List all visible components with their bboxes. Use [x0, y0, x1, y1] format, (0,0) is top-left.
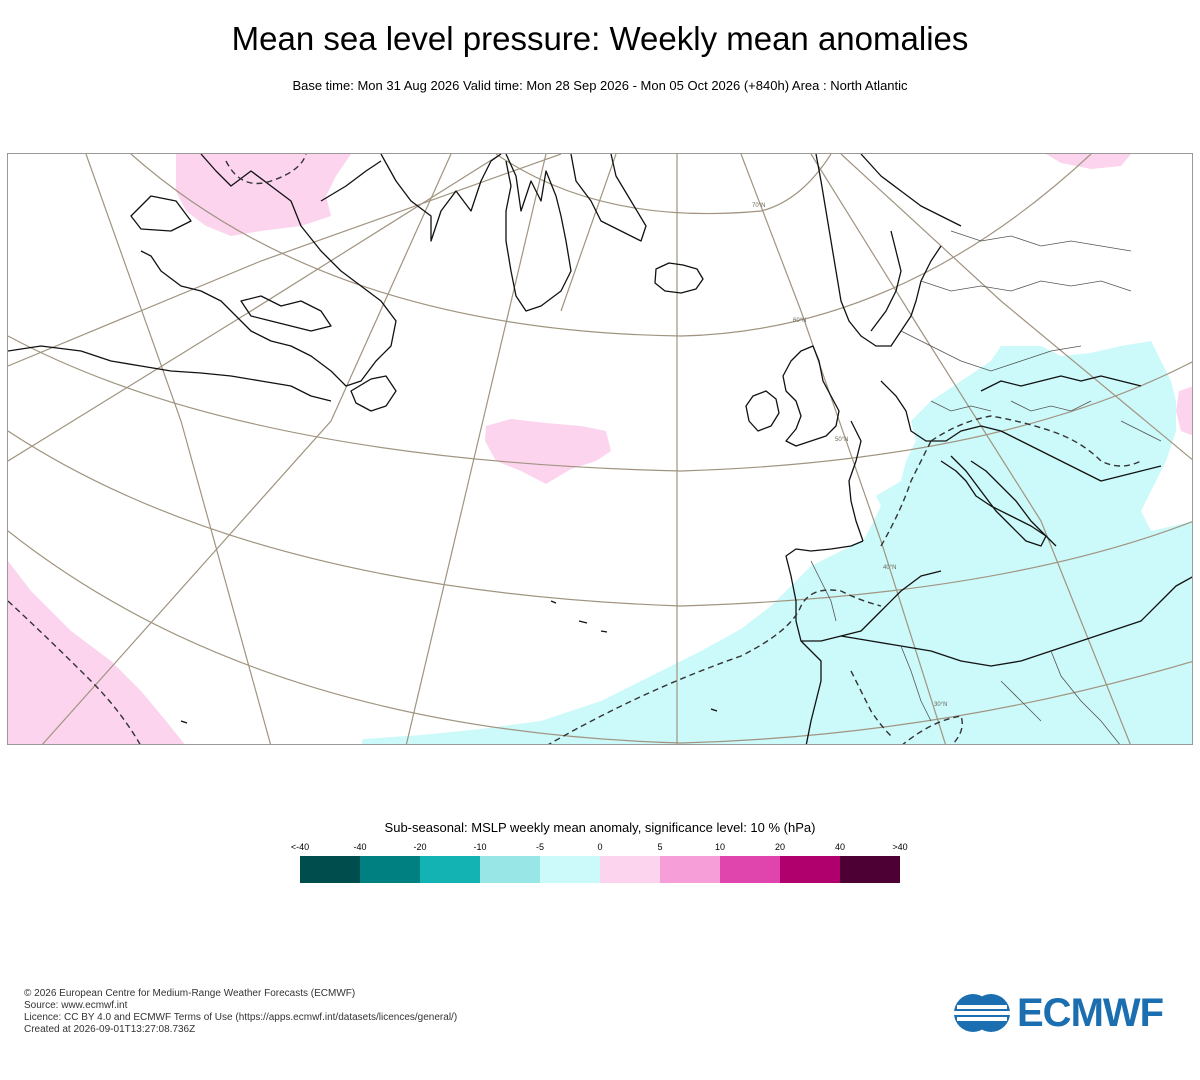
legend-tick: -5	[535, 842, 545, 852]
footer-created: Created at 2026-09-01T13:27:08.736Z	[24, 1024, 196, 1035]
legend-tick: <-40	[290, 842, 310, 852]
legend-ticks: <-40 -40 -20 -10 -5 0 5 10 20 40 >40	[291, 842, 908, 854]
legend-tick: 40	[834, 842, 846, 852]
lat-label-60n: 60°N	[793, 318, 806, 324]
legend-colorbar	[300, 856, 900, 883]
great-britain	[782, 345, 840, 447]
ecmwf-logo-text: ECMWF	[1017, 990, 1164, 1035]
ecmwf-logo: ECMWF	[953, 990, 1183, 1035]
legend-swatch	[840, 856, 900, 883]
lat-label-50n: 50°N	[835, 437, 848, 443]
legend-tick: 5	[657, 842, 663, 852]
lat-label-40n: 40°N	[883, 565, 896, 571]
coastlines	[8, 154, 1192, 744]
legend-swatch	[480, 856, 540, 883]
legend-swatch	[720, 856, 780, 883]
legend-swatch	[540, 856, 600, 883]
footer-source: Source: www.ecmwf.int	[24, 1000, 128, 1011]
positive-anomaly-north	[176, 154, 351, 236]
ecmwf-logo-icon	[953, 994, 1011, 1032]
legend-tick: -10	[473, 842, 487, 852]
ireland	[745, 390, 780, 432]
legend-swatch	[300, 856, 360, 883]
positive-anomaly-atlantic	[485, 419, 611, 484]
italy	[950, 455, 1047, 547]
footer: © 2026 European Centre for Medium-Range …	[24, 988, 457, 1036]
latitude-labels: 70°N 60°N 50°N 40°N 30°N	[752, 203, 947, 708]
chart-title: Mean sea level pressure: Weekly mean ano…	[231, 20, 969, 57]
positive-anomaly-southwest	[8, 561, 185, 744]
footer-copyright: © 2026 European Centre for Medium-Range …	[24, 988, 356, 999]
map-panel: 70°N 60°N 50°N 40°N 30°N	[7, 153, 1193, 745]
map-svg: 70°N 60°N 50°N 40°N 30°N	[8, 154, 1192, 744]
significance-contours	[8, 154, 1142, 744]
legend-swatch	[360, 856, 420, 883]
legend-tick: 0	[597, 842, 603, 852]
country-borders	[810, 230, 1162, 744]
legend-swatch	[600, 856, 660, 883]
positive-anomaly-east	[1176, 386, 1192, 436]
legend-tick: 10	[714, 842, 726, 852]
chart-subtitle: Base time: Mon 31 Aug 2026 Valid time: M…	[292, 78, 908, 93]
legend-tick: >40	[892, 842, 908, 852]
graticule	[8, 154, 1192, 744]
legend-tick: 20	[774, 842, 786, 852]
legend-swatch	[780, 856, 840, 883]
iceland	[654, 262, 704, 294]
legend-swatch	[420, 856, 480, 883]
negative-anomaly-region	[361, 341, 1192, 744]
lat-label-30n: 30°N	[934, 702, 947, 708]
legend-title: Sub-seasonal: MSLP weekly mean anomaly, …	[384, 820, 816, 835]
positive-anomaly-northeast	[1046, 154, 1131, 169]
legend-tick: -40	[353, 842, 367, 852]
footer-licence: Licence: CC BY 4.0 and ECMWF Terms of Us…	[24, 1012, 458, 1023]
legend-swatch	[660, 856, 720, 883]
lat-label-70n: 70°N	[752, 203, 765, 209]
legend-tick: -20	[413, 842, 427, 852]
